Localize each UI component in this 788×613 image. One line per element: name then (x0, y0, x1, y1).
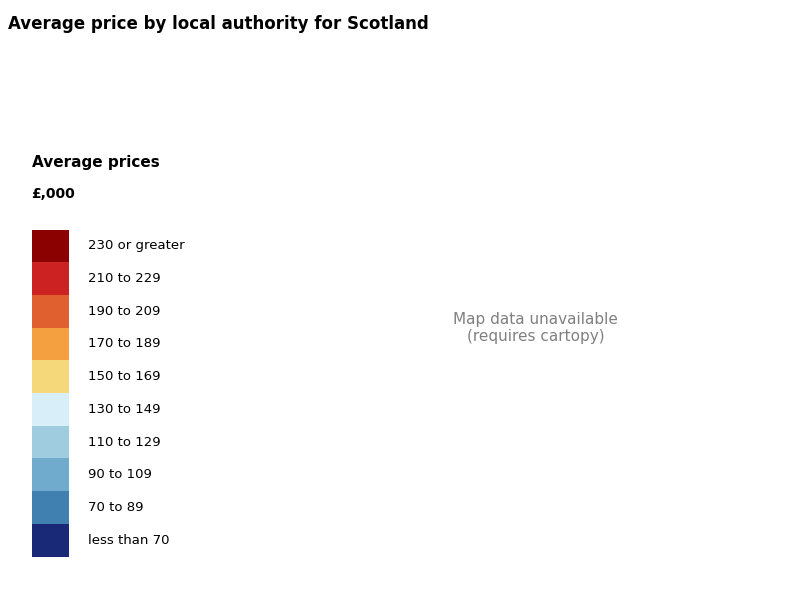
Bar (32, 393, 69, 426)
Text: Average prices: Average prices (32, 155, 159, 170)
Text: 130 to 149: 130 to 149 (88, 403, 161, 416)
Bar (32, 524, 69, 557)
Bar (32, 426, 69, 459)
Bar (32, 262, 69, 295)
Text: Map data unavailable
(requires cartopy): Map data unavailable (requires cartopy) (453, 312, 619, 344)
Bar (32, 459, 69, 491)
Bar (32, 491, 69, 524)
Bar (32, 327, 69, 360)
Text: 170 to 189: 170 to 189 (88, 338, 161, 351)
Text: 90 to 109: 90 to 109 (88, 468, 152, 481)
Text: less than 70: less than 70 (88, 534, 169, 547)
Text: 70 to 89: 70 to 89 (88, 501, 143, 514)
Bar (32, 229, 69, 262)
Text: Average price by local authority for Scotland: Average price by local authority for Sco… (8, 15, 429, 33)
Text: 230 or greater: 230 or greater (88, 239, 185, 253)
Bar (32, 360, 69, 393)
Text: £,000: £,000 (32, 188, 76, 201)
Text: 150 to 169: 150 to 169 (88, 370, 161, 383)
Text: 110 to 129: 110 to 129 (88, 436, 161, 449)
Bar (32, 295, 69, 327)
Text: 190 to 209: 190 to 209 (88, 305, 161, 318)
Text: 210 to 229: 210 to 229 (88, 272, 161, 285)
